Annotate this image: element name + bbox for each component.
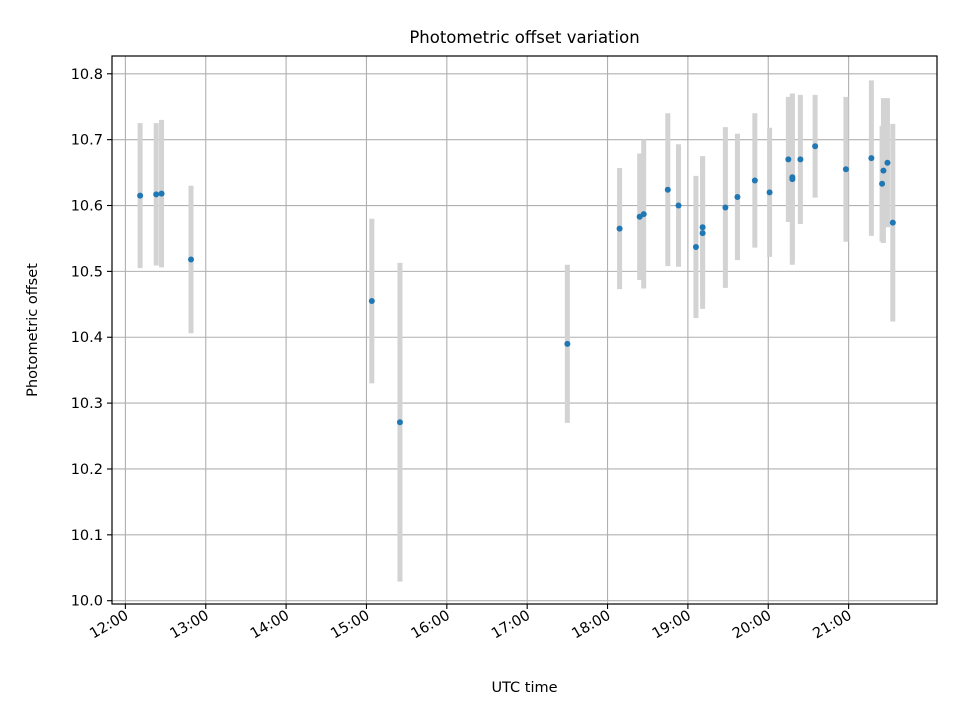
data-point [789, 176, 796, 183]
plot-frame [111, 55, 938, 605]
data-points [137, 143, 896, 426]
data-point [868, 155, 875, 162]
x-axis-label: UTC time [491, 680, 557, 696]
data-point [699, 224, 706, 231]
data-point [153, 191, 160, 198]
data-point [722, 204, 729, 211]
data-point [884, 159, 891, 166]
y-tick-label: 10.5 [71, 264, 103, 280]
data-point [699, 230, 706, 237]
data-point [664, 186, 671, 193]
y-tick-label: 10.1 [71, 528, 103, 544]
data-point [616, 225, 623, 232]
data-point [812, 143, 819, 150]
data-point [396, 419, 403, 426]
y-tick-label: 10.6 [71, 199, 103, 215]
data-point [751, 177, 758, 184]
y-tick-label: 10.7 [71, 133, 103, 149]
data-point [797, 156, 804, 163]
data-point [842, 166, 849, 173]
data-point [766, 189, 773, 196]
data-point [675, 202, 682, 209]
data-point [889, 219, 896, 226]
data-point [158, 190, 165, 197]
data-point [640, 211, 647, 218]
data-point [692, 244, 699, 251]
data-point [368, 298, 375, 305]
data-point [734, 193, 741, 200]
data-point [785, 156, 792, 163]
data-point [879, 180, 886, 187]
data-point [137, 192, 144, 199]
chart-title: Photometric offset variation [409, 28, 639, 47]
y-tick-label: 10.3 [71, 396, 103, 412]
y-axis: 10.0 10.1 10.2 10.3 10.4 10.5 10.6 10.7 10.8 [71, 67, 112, 610]
y-tick-label: 10.2 [71, 462, 103, 478]
data-point [564, 340, 571, 347]
data-point [880, 167, 887, 174]
y-axis-label: Photometric offset [25, 263, 41, 397]
data-point [188, 256, 195, 263]
y-tick-label: 10.0 [71, 594, 103, 610]
y-tick-label: 10.8 [71, 67, 103, 83]
y-tick-label: 10.4 [71, 330, 103, 346]
